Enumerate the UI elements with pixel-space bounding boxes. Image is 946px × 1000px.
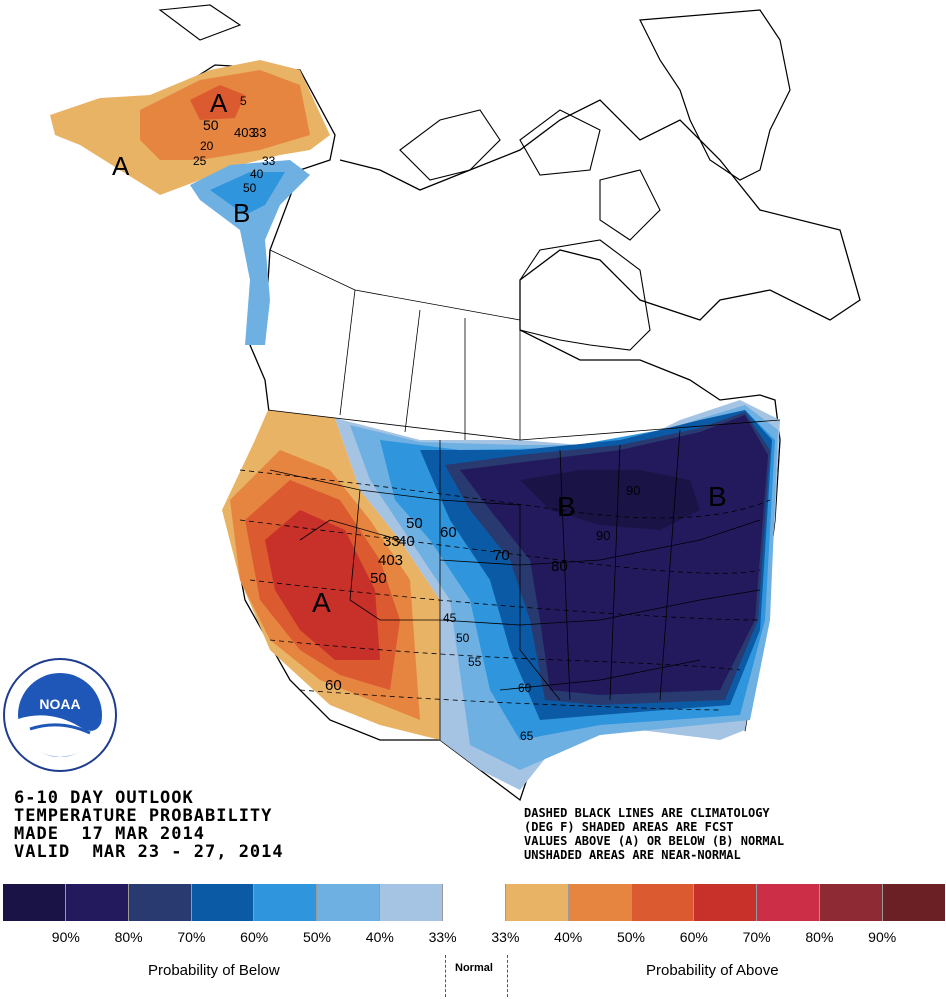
contour-label: 25: [193, 154, 207, 168]
contour-label: 50: [203, 117, 219, 133]
legend-percent-label: 90%: [868, 929, 897, 945]
contour-label: 40: [398, 533, 415, 550]
contour-label: 20: [200, 139, 214, 153]
contour-label: 50: [370, 570, 387, 587]
contour-label: 50: [406, 515, 423, 532]
climatology-lines: [239, 469, 771, 711]
legend-percent-label: 50%: [616, 929, 646, 945]
noaa-logo-text: NOAA: [39, 696, 80, 712]
legend-percent-label: 50%: [302, 929, 332, 945]
alaska-below-label: B: [233, 198, 250, 228]
contour-label: 45: [443, 611, 457, 625]
legend-swatch-8: [504, 884, 568, 921]
central-below-label: B: [557, 491, 576, 522]
legend-percent-label: 33%: [491, 929, 520, 945]
legend-percent-label: 80%: [114, 929, 143, 945]
legend-normal-divider-right: [507, 955, 508, 997]
legend-swatch-4: [253, 884, 317, 921]
title-line-4: VALID MAR 23 - 27, 2014: [14, 842, 284, 862]
legend-percent-label: 40%: [365, 929, 394, 945]
legend-normal-title: Normal: [455, 962, 493, 974]
contour-label: 40: [250, 167, 264, 181]
east-below-label: B: [708, 481, 727, 512]
legend-swatch-12: [756, 884, 820, 921]
legend-percent-label: 90%: [51, 929, 80, 945]
legend-percent-label: 80%: [805, 929, 834, 945]
contour-label: 60: [325, 677, 342, 694]
legend-swatch-3: [190, 884, 254, 921]
note-line-3: VALUES ABOVE (A) OR BELOW (B) NORMAL: [524, 834, 785, 848]
legend-swatch-1: [64, 884, 128, 921]
contour-label: 70: [493, 547, 510, 564]
alaska-above-label: A: [210, 88, 228, 118]
alaska-below-50: [210, 172, 285, 215]
legend-below-title: Probability of Below: [148, 962, 280, 979]
legend-swatch-2: [127, 884, 191, 921]
contour-label: 5: [240, 94, 247, 108]
legend-swatch-13: [819, 884, 883, 921]
contour-label: 55: [468, 655, 482, 669]
west-above-label: A: [312, 587, 331, 618]
contour-label: 403: [234, 125, 256, 140]
note-line-2: (DEG F) SHADED AREAS ARE FCST: [524, 820, 734, 834]
greenland-outline: [639, 9, 791, 181]
legend-percent-label: 33%: [428, 929, 457, 945]
legend-percent-label: 70%: [742, 929, 771, 945]
legend-percent-label: 60%: [240, 929, 269, 945]
contour-label: 90: [626, 483, 640, 498]
legend-swatch-10: [630, 884, 694, 921]
east-below-90: [520, 470, 700, 530]
contour-label: 60: [440, 524, 457, 541]
alaska-above-label-2: A: [112, 151, 130, 181]
legend-color-bar: [3, 884, 945, 921]
note-line-1: DASHED BLACK LINES ARE CLIMATOLOGY: [524, 806, 770, 820]
note-line-4: UNSHADED AREAS ARE NEAR-NORMAL: [524, 848, 741, 862]
hudson-bay-outline: [519, 239, 651, 351]
legend-percent-label: 60%: [679, 929, 708, 945]
contour-label: 65: [520, 729, 534, 743]
west-above-70: [265, 510, 380, 660]
political-boundaries: [267, 249, 781, 740]
title-line-3: MADE 17 MAR 2014: [14, 824, 205, 844]
legend-swatch-14: [882, 884, 945, 921]
contour-label: 50: [243, 181, 257, 195]
legend-swatch-7: [442, 884, 505, 921]
arctic-islands-outline: [158, 4, 661, 241]
legend-percent-label: 40%: [554, 929, 583, 945]
contour-label: 33: [252, 125, 266, 140]
contour-label: 33: [383, 533, 400, 550]
contour-label: 90: [596, 528, 610, 543]
legend-normal-divider-left: [445, 955, 446, 997]
alaska-above-60: [190, 85, 245, 120]
legend-above-title: Probability of Above: [646, 962, 779, 979]
alaska-below-area: [190, 160, 310, 345]
contour-label: 60: [518, 681, 532, 695]
legend-swatch-5: [316, 884, 380, 921]
legend-swatch-0: [3, 884, 65, 921]
contour-label: 403: [378, 552, 403, 569]
noaa-logo: NOAA: [3, 658, 117, 772]
contour-label: 80: [551, 558, 568, 575]
legend-swatch-9: [567, 884, 631, 921]
contour-label: 33: [262, 154, 276, 168]
title-line-2: TEMPERATURE PROBABILITY: [14, 806, 273, 826]
title-line-1: 6-10 DAY OUTLOOK: [14, 788, 194, 808]
temperature-probability-map: A A B A B B 60 50 40 33 60 403 50 70 80 …: [3, 4, 861, 802]
legend-swatch-11: [693, 884, 757, 921]
legend-percent-label: 70%: [177, 929, 206, 945]
contour-label: 50: [456, 631, 470, 645]
legend-swatch-6: [379, 884, 443, 921]
